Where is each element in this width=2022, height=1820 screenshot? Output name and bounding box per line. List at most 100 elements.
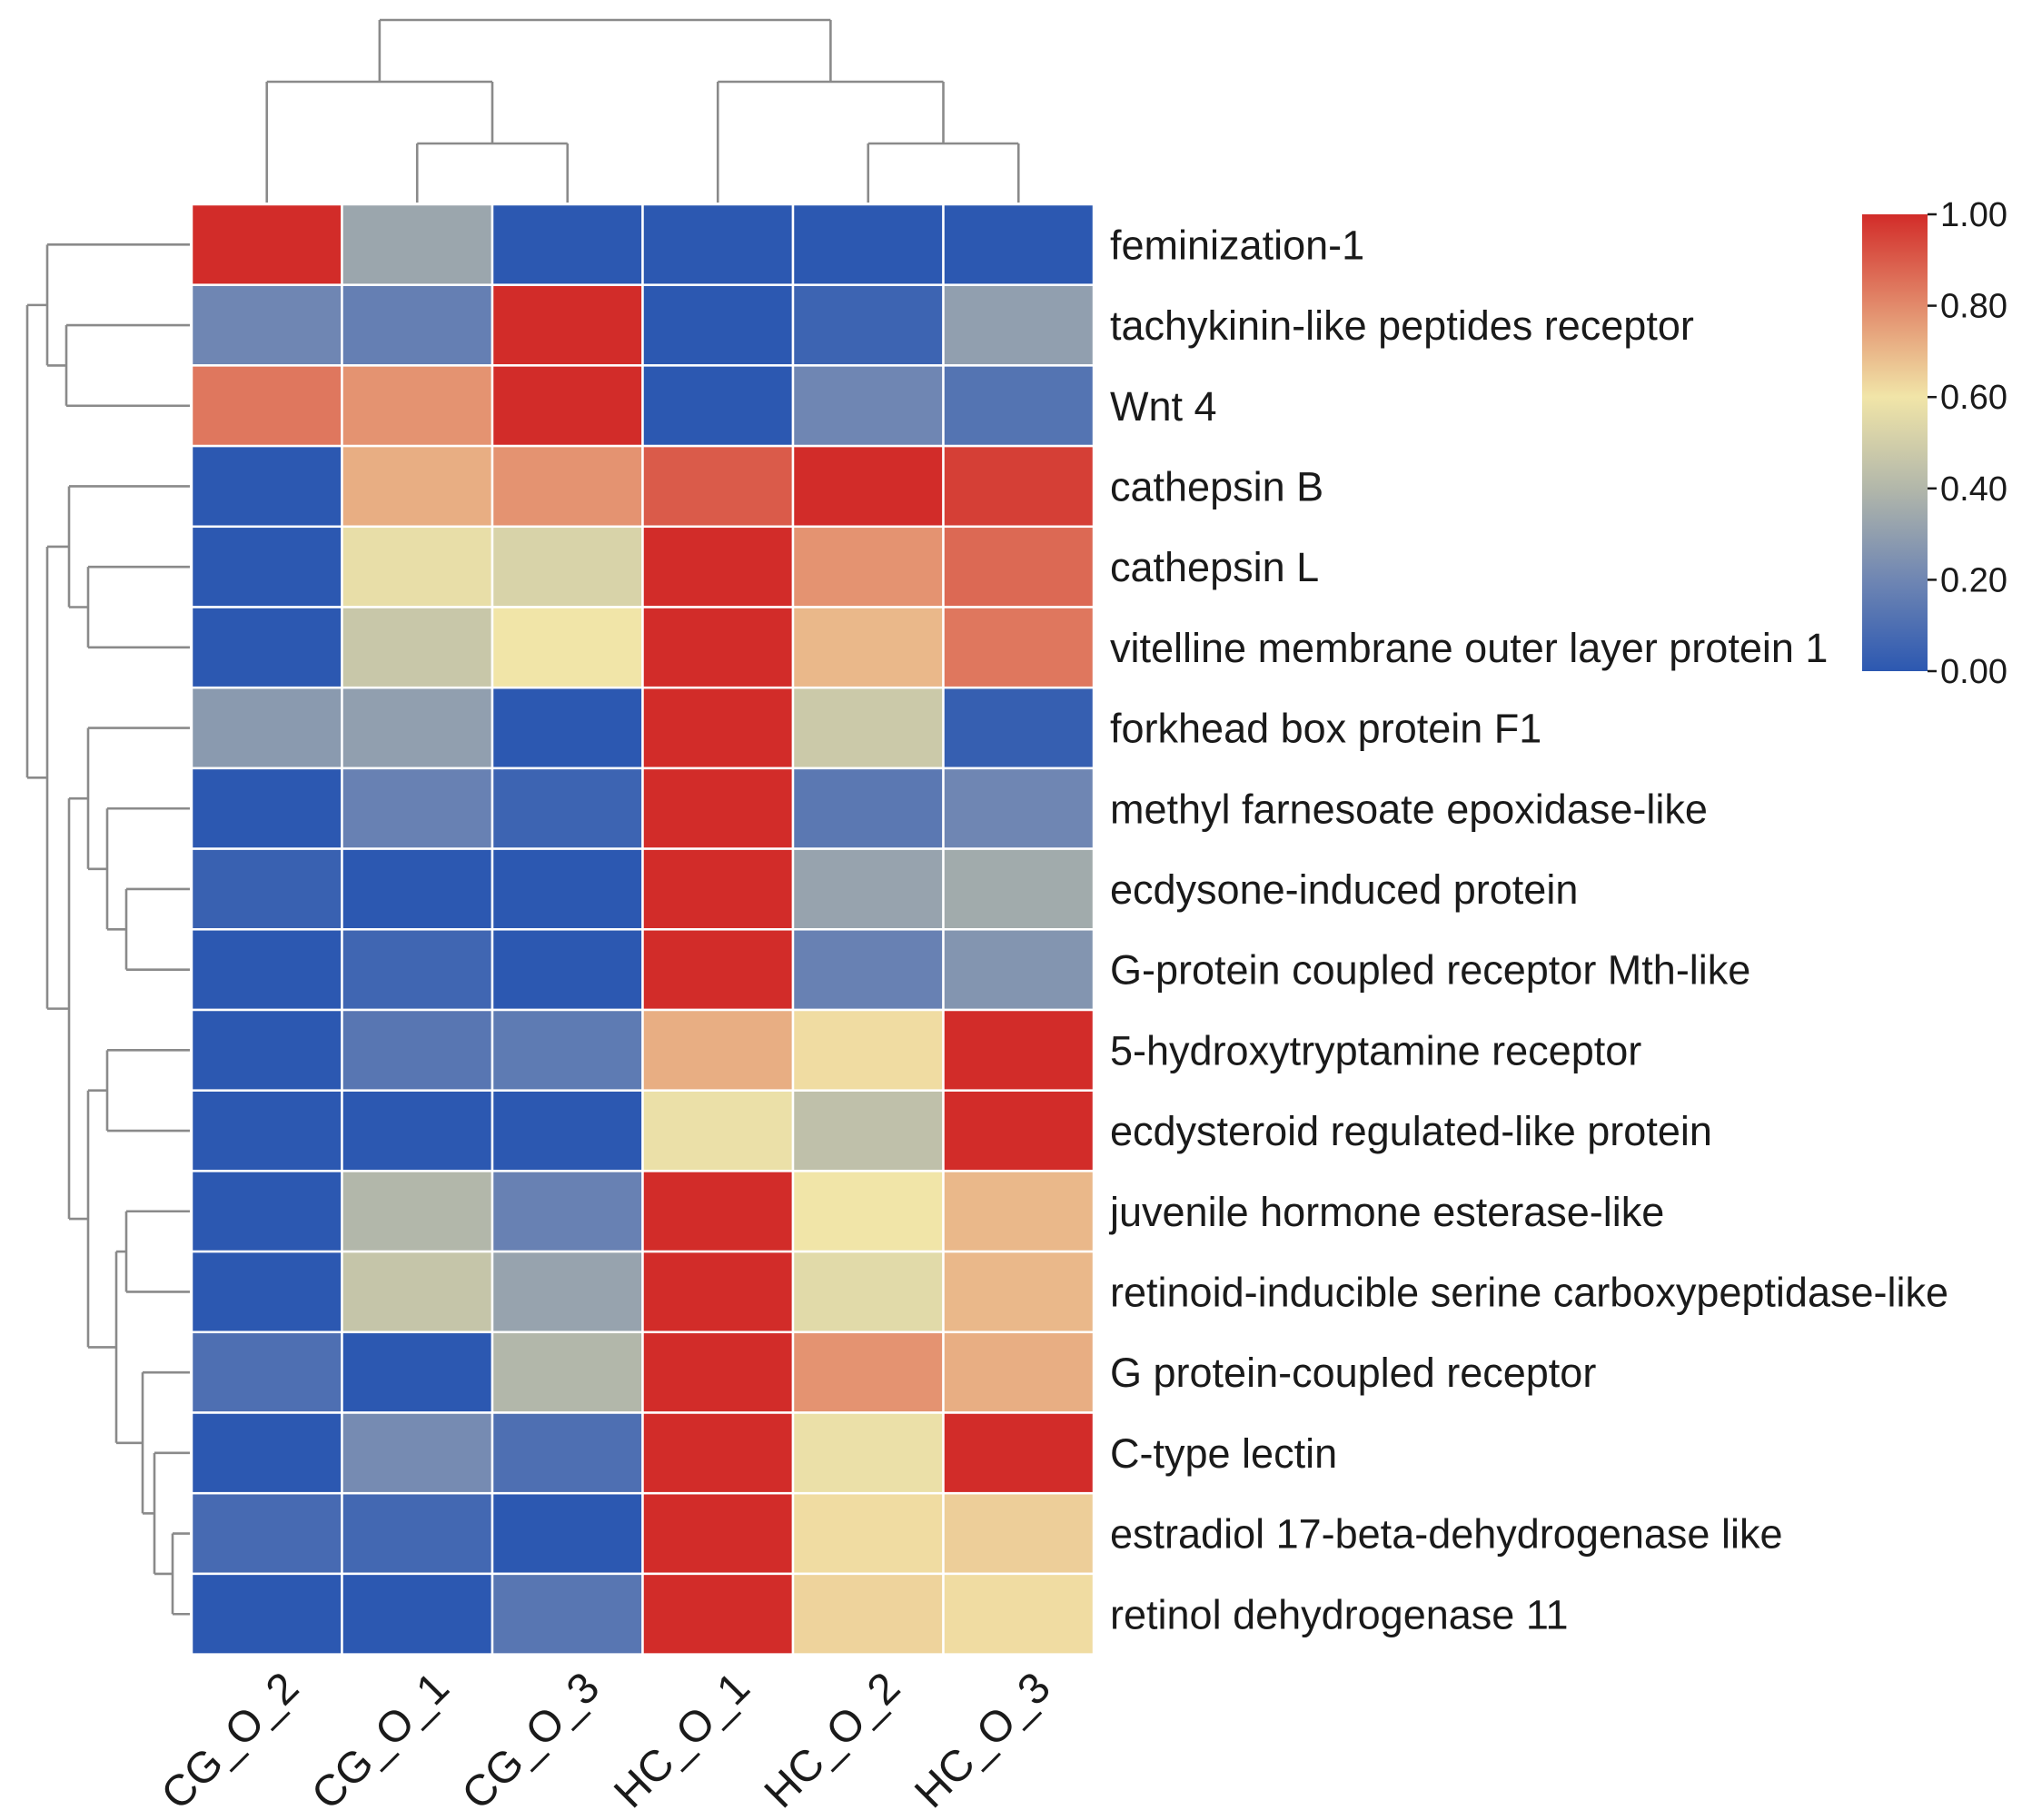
heatmap-cell — [641, 928, 795, 1012]
row-label: methyl farnesoate epoxidase-like — [1110, 786, 1708, 832]
heatmap-cell — [942, 364, 1095, 448]
row-label: retinol dehydrogenase 11 — [1110, 1591, 1569, 1637]
heatmap-cell — [190, 1170, 343, 1253]
heatmap-cell — [791, 1572, 945, 1656]
heatmap-cell — [341, 606, 494, 689]
heatmap-cell — [942, 1330, 1095, 1414]
heatmap-cell — [641, 1411, 795, 1495]
column-label: HC_O_3 — [906, 1664, 1060, 1818]
column-label: CG_O_2 — [153, 1664, 308, 1819]
heatmap-cell — [791, 444, 945, 529]
row-label: Wnt 4 — [1110, 383, 1217, 430]
row-labels: feminization-1 tachykinin-like peptides r… — [1108, 222, 1948, 1637]
heatmap-cell — [791, 1491, 945, 1576]
column-label: CG_O_3 — [453, 1664, 609, 1819]
heatmap-cell — [791, 283, 945, 367]
heatmap-cell — [491, 1250, 644, 1334]
heatmap-cell — [491, 525, 644, 608]
heatmap-cell — [942, 1089, 1095, 1172]
heatmap-cell — [491, 444, 644, 529]
row-label: estradiol 17-beta-dehydrogenase like — [1110, 1511, 1782, 1558]
heatmap-cell — [341, 1411, 494, 1495]
heatmap-cell — [341, 1250, 494, 1334]
heatmap-cell — [791, 203, 945, 286]
colorbar-tick-label: 1.00 — [1940, 196, 2007, 234]
heatmap-cell — [641, 686, 795, 770]
heatmap-cell — [190, 283, 343, 367]
heatmap-cell — [942, 1170, 1095, 1253]
heatmap-cell — [491, 1491, 644, 1576]
heatmap-cell — [190, 767, 343, 850]
row-label: retinoid-inducible serine carboxypeptida… — [1110, 1269, 1948, 1315]
heatmap-cell — [942, 525, 1095, 608]
heatmap-cell — [341, 1008, 494, 1092]
heatmap-cell — [341, 444, 494, 529]
heatmap-cell — [491, 847, 644, 931]
heatmap-cell — [641, 606, 795, 689]
colorbar-tick-label: 0.40 — [1940, 470, 2007, 509]
colorbar: 0.00 0.20 0.40 0.60 0.80 1.00 — [1862, 196, 2007, 691]
heatmap-cell — [791, 1089, 945, 1172]
heatmap-cell — [791, 1008, 945, 1092]
heatmap-cell — [190, 1572, 343, 1656]
heatmap-cell — [791, 525, 945, 608]
heatmap-cell — [190, 686, 343, 770]
heatmap-cell — [641, 1250, 795, 1334]
heatmap-cell — [341, 686, 494, 770]
row-label: tachykinin-like peptides receptor — [1110, 302, 1694, 349]
heatmap-cell — [942, 444, 1095, 529]
heatmap-cell — [641, 1170, 795, 1253]
heatmap-cell — [641, 525, 795, 608]
heatmap-cell — [491, 686, 644, 770]
heatmap-cell — [491, 1008, 644, 1092]
heatmap-cell — [491, 928, 644, 1012]
row-label: juvenile hormone esterase-like — [1108, 1189, 1664, 1235]
column-label: HC_O_1 — [605, 1664, 759, 1818]
heatmap-cell — [341, 364, 494, 448]
heatmap-cell — [641, 847, 795, 931]
heatmap-cell — [491, 1170, 644, 1253]
row-label: 5-hydroxytryptamine receptor — [1110, 1027, 1641, 1073]
heatmap-cell — [190, 606, 343, 689]
heatmap-cell — [491, 1572, 644, 1656]
heatmap-cell — [942, 686, 1095, 770]
heatmap-cell — [341, 1491, 494, 1576]
heatmap-cell — [641, 1572, 795, 1656]
column-label: HC_O_2 — [756, 1664, 910, 1818]
colorbar-tick-label: 0.20 — [1940, 561, 2007, 599]
heatmap-cell — [942, 606, 1095, 689]
heatmap-cell — [190, 203, 343, 286]
heatmap-cell — [942, 1572, 1095, 1656]
row-dendrogram — [25, 243, 190, 1616]
heatmap-cell — [791, 767, 945, 850]
heatmap-cell — [791, 1250, 945, 1334]
heatmap-cell — [341, 767, 494, 850]
row-label: vitelline membrane outer layer protein 1 — [1110, 625, 1828, 671]
heatmap-cell — [641, 283, 795, 367]
heatmap-cell — [341, 283, 494, 367]
heatmap-cell — [190, 928, 343, 1012]
heatmap-cell — [491, 1330, 644, 1414]
heatmap-cell — [491, 1411, 644, 1495]
heatmap-cell — [341, 1170, 494, 1253]
heatmap-cell — [641, 1008, 795, 1092]
heatmap-cell — [491, 364, 644, 448]
row-label: G-protein coupled receptor Mth-like — [1110, 947, 1750, 994]
heatmap-cell — [491, 767, 644, 850]
heatmap-cell — [190, 525, 343, 608]
heatmap-cell — [641, 444, 795, 529]
column-labels: CG_O_2CG_O_1CG_O_3HC_O_1HC_O_2HC_O_3 — [153, 1664, 1060, 1819]
heatmap-cell — [641, 203, 795, 286]
heatmap-cell — [491, 1089, 644, 1172]
heatmap-cell — [491, 283, 644, 367]
heatmap-cell — [641, 767, 795, 850]
heatmap-cell — [791, 847, 945, 931]
heatmap-cell — [791, 1330, 945, 1414]
heatmap-cell — [190, 1008, 343, 1092]
colorbar-tick-label: 0.00 — [1940, 653, 2007, 691]
heatmap-cell — [791, 686, 945, 770]
colorbar-bar — [1862, 214, 1928, 671]
row-label: ecdysone-induced protein — [1110, 866, 1578, 913]
row-label: cathepsin L — [1110, 544, 1319, 590]
